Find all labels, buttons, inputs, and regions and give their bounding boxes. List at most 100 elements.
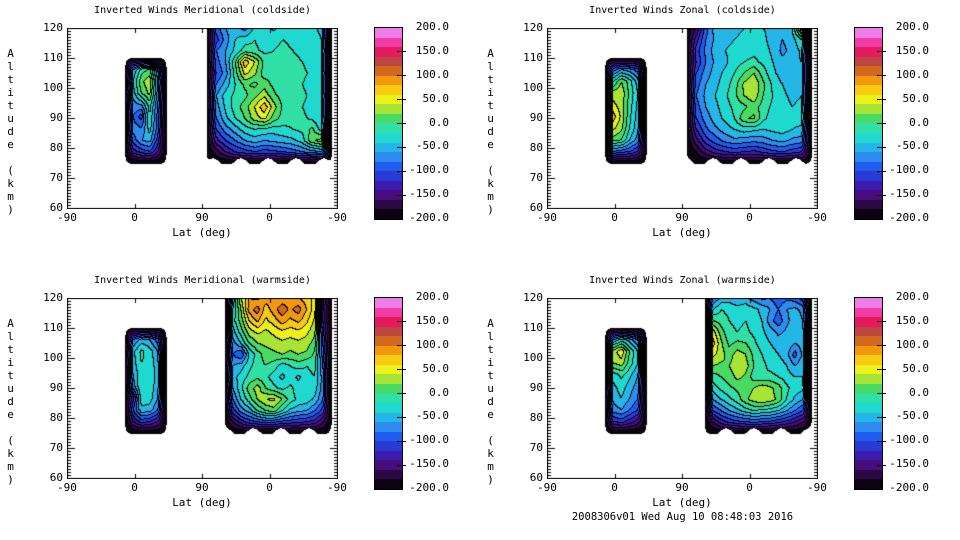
colorbar-band [375,441,402,451]
colorbar-tick-label: -200.0 [889,211,929,224]
y-tick-label: 70 [49,441,63,454]
panel-meridional-coldside: Inverted Winds Meridional (coldside) Alti… [0,0,480,270]
colorbar-band [855,28,882,38]
y-tick-label: 90 [529,381,543,394]
colorbar-band [855,469,882,480]
colorbar-tick [877,464,886,466]
x-tick-label: -90 [327,211,347,224]
y-tick-label: 110 [43,321,63,334]
colorbar-band [375,469,402,480]
colorbar-band [855,355,882,365]
colorbar-tick-label: 100.0 [895,67,929,81]
x-axis-title: Lat (deg) [172,226,232,239]
colorbar-band [855,142,882,153]
colorbar-tick [397,464,406,466]
y-tick-label: 100 [523,351,543,364]
x-tick-label: 0 [746,481,753,494]
colorbar-tick [877,194,886,196]
colorbar-band [855,133,882,143]
colorbar-band [375,317,402,327]
colorbar-band [375,190,402,200]
y-tick-label: 100 [43,351,63,364]
colorbar-tick-label: -200.0 [889,481,929,494]
colorbar-tick [877,440,886,442]
colorbar-tick [877,123,886,124]
colorbar-band [855,441,882,451]
colorbar-band [375,326,402,337]
colorbar-tick [397,345,406,347]
colorbar [374,27,406,220]
colorbar-band [855,479,882,489]
colorbar-band [375,383,402,394]
colorbar-band [375,142,402,153]
colorbar-band [375,75,402,86]
colorbar-band [375,374,402,384]
colorbar-band [375,37,402,48]
colorbar-tick-label: -50.0 [415,139,449,153]
colorbar-band [375,180,402,191]
timestamp: 2008306v01 Wed Aug 10 08:48:03 2016 [571,511,794,523]
x-tick-label: -90 [537,211,557,224]
colorbar-band [375,209,402,219]
colorbar-band [855,171,882,181]
colorbar-band [855,66,882,76]
colorbar-band [855,113,882,124]
x-tick-label: 0 [131,481,138,494]
colorbar-band [375,450,402,461]
contour-plot-canvas [67,28,338,209]
colorbar-band [855,37,882,48]
colorbar-band [375,431,402,442]
colorbar-tick-label: 150.0 [415,43,449,57]
colorbar-band [375,403,402,413]
colorbar-tick-label: -200.0 [409,481,449,494]
colorbar-band [375,28,402,38]
colorbar [374,297,406,490]
colorbar-band [855,422,882,432]
colorbar-tick [397,170,406,172]
colorbar-band [375,85,402,95]
y-tick-label: 100 [523,81,543,94]
y-tick-label: 120 [523,291,543,304]
y-tick-label: 90 [529,111,543,124]
colorbar-band [375,336,402,346]
plot-title: Inverted Winds Zonal (coldside) [589,5,776,16]
colorbar-tick-label: 50.0 [902,361,930,375]
colorbar-band [855,85,882,95]
y-tick-label: 80 [529,141,543,154]
colorbar-tick-label: 50.0 [422,91,450,105]
colorbar-band [375,94,402,105]
colorbar-tick [397,369,406,371]
x-tick-label: 0 [131,211,138,224]
colorbar-tick [397,321,406,323]
y-axis-title: Altitude (km) [484,47,497,216]
colorbar-band [855,374,882,384]
x-tick-label: 0 [611,481,618,494]
x-tick-label: 90 [195,481,209,494]
colorbar-band [855,364,882,375]
colorbar-band [375,307,402,318]
colorbar-tick-label: -50.0 [895,139,929,153]
colorbar-tick-label: 50.0 [902,91,930,105]
colorbar-band [375,422,402,432]
y-tick-label: 60 [49,471,63,484]
y-tick-label: 100 [43,81,63,94]
colorbar-tick [877,75,886,77]
panel-zonal-warmside: Inverted Winds Zonal (warmside) Altitude … [480,270,960,540]
x-tick-label: 0 [266,481,273,494]
colorbar-band [375,56,402,67]
colorbar-tick-label: 200.0 [895,20,929,33]
colorbar-tick [397,51,406,53]
colorbar-tick-label: -150.0 [889,457,929,471]
colorbar-tick-label: 200.0 [415,20,449,33]
colorbar-tick-label: 0.0 [429,115,449,129]
y-tick-label: 60 [49,201,63,214]
x-tick-label: -90 [57,211,77,224]
colorbar-tick-label: -150.0 [409,187,449,201]
contour-plot-canvas [547,298,818,479]
colorbar-band [855,298,882,308]
colorbar-tick-label: -100.0 [889,433,929,447]
colorbar-band [375,123,402,134]
colorbar-band [375,355,402,365]
colorbar-tick-label: 100.0 [895,337,929,351]
